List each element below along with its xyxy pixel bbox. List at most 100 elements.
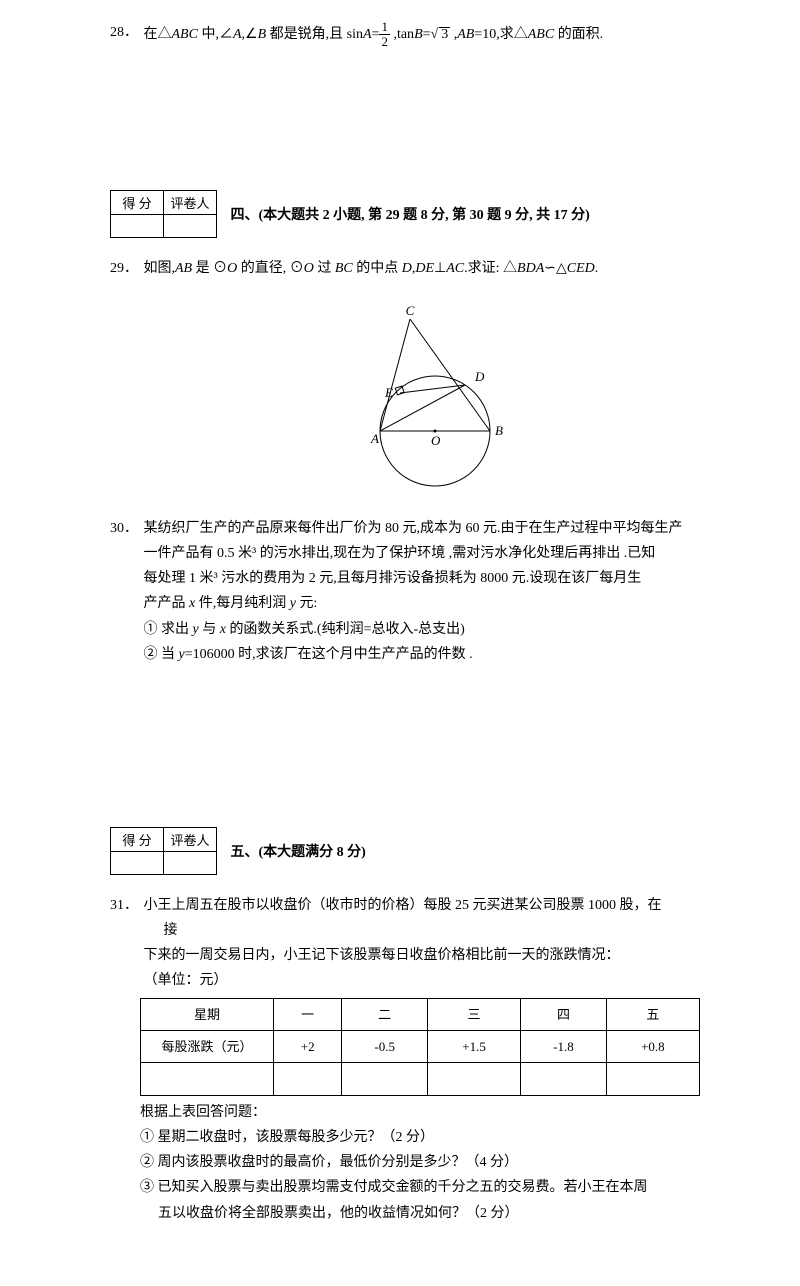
q28-AB: AB	[457, 27, 474, 42]
stock-table: 星期 一 二 三 四 五 每股涨跌（元） +2 -0.5 +1.5 -1.8 +…	[140, 998, 700, 1096]
q29-AC: AC	[446, 261, 464, 276]
val-2: +1.5	[427, 1031, 520, 1063]
b3	[427, 1063, 520, 1095]
table-data-row: 每股涨跌（元） +2 -0.5 +1.5 -1.8 +0.8	[141, 1031, 700, 1063]
q28-B2: B	[414, 27, 423, 42]
th-5: 五	[606, 998, 699, 1030]
q31-b3b: 五以收盘价将全部股票卖出，他的收益情况如何？（2 分）	[158, 1201, 740, 1226]
problem-28: 28． 在△ABC 中,∠A,∠B 都是锐角,且 sinA=12 ,tanB=√…	[110, 20, 740, 50]
q28-t3: 都是锐角,且 sin	[266, 27, 363, 42]
b4	[521, 1063, 607, 1095]
q31-b1: ① 星期二收盘时，该股票每股多少元？（2 分）	[140, 1125, 740, 1150]
grader-label: 评卷人	[164, 190, 217, 214]
q30-b2b: =106000 时,求该厂在这个月中生产产品的件数 .	[185, 647, 473, 662]
th-0: 星期	[141, 998, 274, 1030]
q30-b1b: 与	[199, 622, 220, 637]
q29-CED: CED	[567, 261, 595, 276]
b1	[274, 1063, 342, 1095]
q28-abc: ABC	[172, 27, 198, 42]
table-blank-row	[141, 1063, 700, 1095]
q30-l4b: 件,每月纯利润	[195, 596, 290, 611]
b5	[606, 1063, 699, 1095]
q30-number: 30．	[110, 516, 140, 541]
section-4-title: 四、(本大题共 2 小题, 第 29 题 8 分, 第 30 题 9 分, 共 …	[231, 204, 590, 224]
lbl-C: C	[406, 303, 415, 318]
score-label-5: 得 分	[111, 827, 164, 851]
q31-text: 小王上周五在股市以收盘价（收市时的价格）每股 25 元买进某公司股票 1000 …	[144, 893, 734, 994]
q28-eq2: =	[423, 27, 431, 42]
score-label: 得 分	[111, 190, 164, 214]
section-4-row: 得 分评卷人 四、(本大题共 2 小题, 第 29 题 8 分, 第 30 题 …	[110, 190, 740, 238]
q28-number: 28．	[110, 20, 140, 45]
q31-number: 31．	[110, 893, 140, 918]
score-table-5: 得 分评卷人	[110, 827, 217, 875]
q30-b1a: ① 求出	[144, 622, 193, 637]
q28-sqrt: √3	[431, 27, 451, 42]
q30-l1: 某纺织厂生产的产品原来每件出厂价为 80 元,成本为 60 元.由于在生产过程中…	[144, 521, 683, 536]
q29-BDA: BDA	[517, 261, 544, 276]
q28-A: A	[233, 27, 242, 42]
problem-29: 29． 如图,AB 是 ⊙O 的直径, ⊙O 过 BC 的中点 D,DE⊥AC.…	[110, 256, 740, 281]
q29-text: 如图,AB 是 ⊙O 的直径, ⊙O 过 BC 的中点 D,DE⊥AC.求证: …	[144, 256, 734, 281]
b2	[342, 1063, 428, 1095]
th-3: 三	[427, 998, 520, 1030]
q31-b2: ② 周内该股票收盘时的最高价，最低价分别是多少？（4 分）	[140, 1150, 740, 1175]
score-table-4: 得 分评卷人	[110, 190, 217, 238]
problem-31: 31． 小王上周五在股市以收盘价（收市时的价格）每股 25 元买进某公司股票 1…	[110, 893, 740, 1226]
workspace-28	[110, 70, 740, 180]
q29-t1: 如图,	[144, 261, 176, 276]
workspace-30	[110, 687, 740, 817]
lbl-E: E	[384, 385, 393, 400]
q28-t6: =10,求△	[474, 27, 527, 42]
section-5-row: 得 分评卷人 五、(本大题满分 8 分)	[110, 827, 740, 875]
q28-tail: 的面积.	[554, 27, 603, 42]
q31-b3: ③ 已知买入股票与卖出股票均需支付成交金额的千分之五的交易费。若小王在本周	[140, 1175, 740, 1200]
q30-l4a: 产产品	[144, 596, 190, 611]
q30-text: 某纺织厂生产的产品原来每件出厂价为 80 元,成本为 60 元.由于在生产过程中…	[144, 516, 734, 667]
val-4: +0.8	[606, 1031, 699, 1063]
lbl-A: A	[370, 431, 379, 446]
q29-t7: ⊥	[434, 261, 446, 276]
q29-AB: AB	[175, 261, 192, 276]
q28-B: B	[258, 27, 267, 42]
q31-l1: 小王上周五在股市以收盘价（收市时的价格）每股 25 元买进某公司股票 1000 …	[144, 898, 662, 913]
q28-t2: 中,∠	[198, 27, 233, 42]
q29-t4: 过	[314, 261, 335, 276]
q30-b1c: 的函数关系式.(纯利润=总收入-总支出)	[226, 622, 465, 637]
q28-eq1: =	[372, 27, 380, 42]
th-2: 二	[342, 998, 428, 1030]
q31-l1b: 接	[164, 923, 178, 938]
q28-t1: 在△	[144, 27, 172, 42]
q28-c1: ,∠	[242, 27, 258, 42]
row-label: 每股涨跌（元）	[141, 1031, 274, 1063]
q30-l3: 每处理 1 米³ 污水的费用为 2 元,且每月排污设备损耗为 8000 元.设现…	[144, 571, 642, 586]
problem-30: 30． 某纺织厂生产的产品原来每件出厂价为 80 元,成本为 60 元.由于在生…	[110, 516, 740, 667]
q29-t5: 的中点	[353, 261, 402, 276]
grader-blank	[164, 214, 217, 237]
val-0: +2	[274, 1031, 342, 1063]
q29-t3: 的直径, ⊙	[237, 261, 304, 276]
val-1: -0.5	[342, 1031, 428, 1063]
q29-number: 29．	[110, 256, 140, 281]
q29-sim: ∽△	[544, 261, 567, 276]
q28-frac: 12	[379, 20, 390, 50]
q29-t8: .求证: △	[464, 261, 517, 276]
grader-label-5: 评卷人	[164, 827, 217, 851]
q29-BC: BC	[335, 261, 353, 276]
geometry-svg: C D E A O B	[315, 301, 535, 491]
diagram-29: C D E A O B	[110, 301, 740, 496]
sqrt-val: 3	[439, 27, 450, 42]
q28-text: 在△ABC 中,∠A,∠B 都是锐角,且 sinA=12 ,tanB=√3 ,A…	[144, 20, 734, 50]
score-blank	[111, 214, 164, 237]
b0	[141, 1063, 274, 1095]
lbl-D: D	[474, 369, 485, 384]
q29-O2: O	[304, 261, 314, 276]
q28-frac-den: 2	[379, 35, 390, 49]
section-5-title: 五、(本大题满分 8 分)	[231, 841, 366, 861]
grader-blank-5	[164, 851, 217, 874]
sqrt-sym: √	[431, 27, 439, 42]
q30-b2a: ② 当	[144, 647, 179, 662]
q31-l2: 下来的一周交易日内，小王记下该股票每日收盘价格相比前一天的涨跌情况：	[144, 948, 620, 963]
q28-abc2: ABC	[528, 27, 554, 42]
q28-t4: ,tan	[390, 27, 414, 42]
